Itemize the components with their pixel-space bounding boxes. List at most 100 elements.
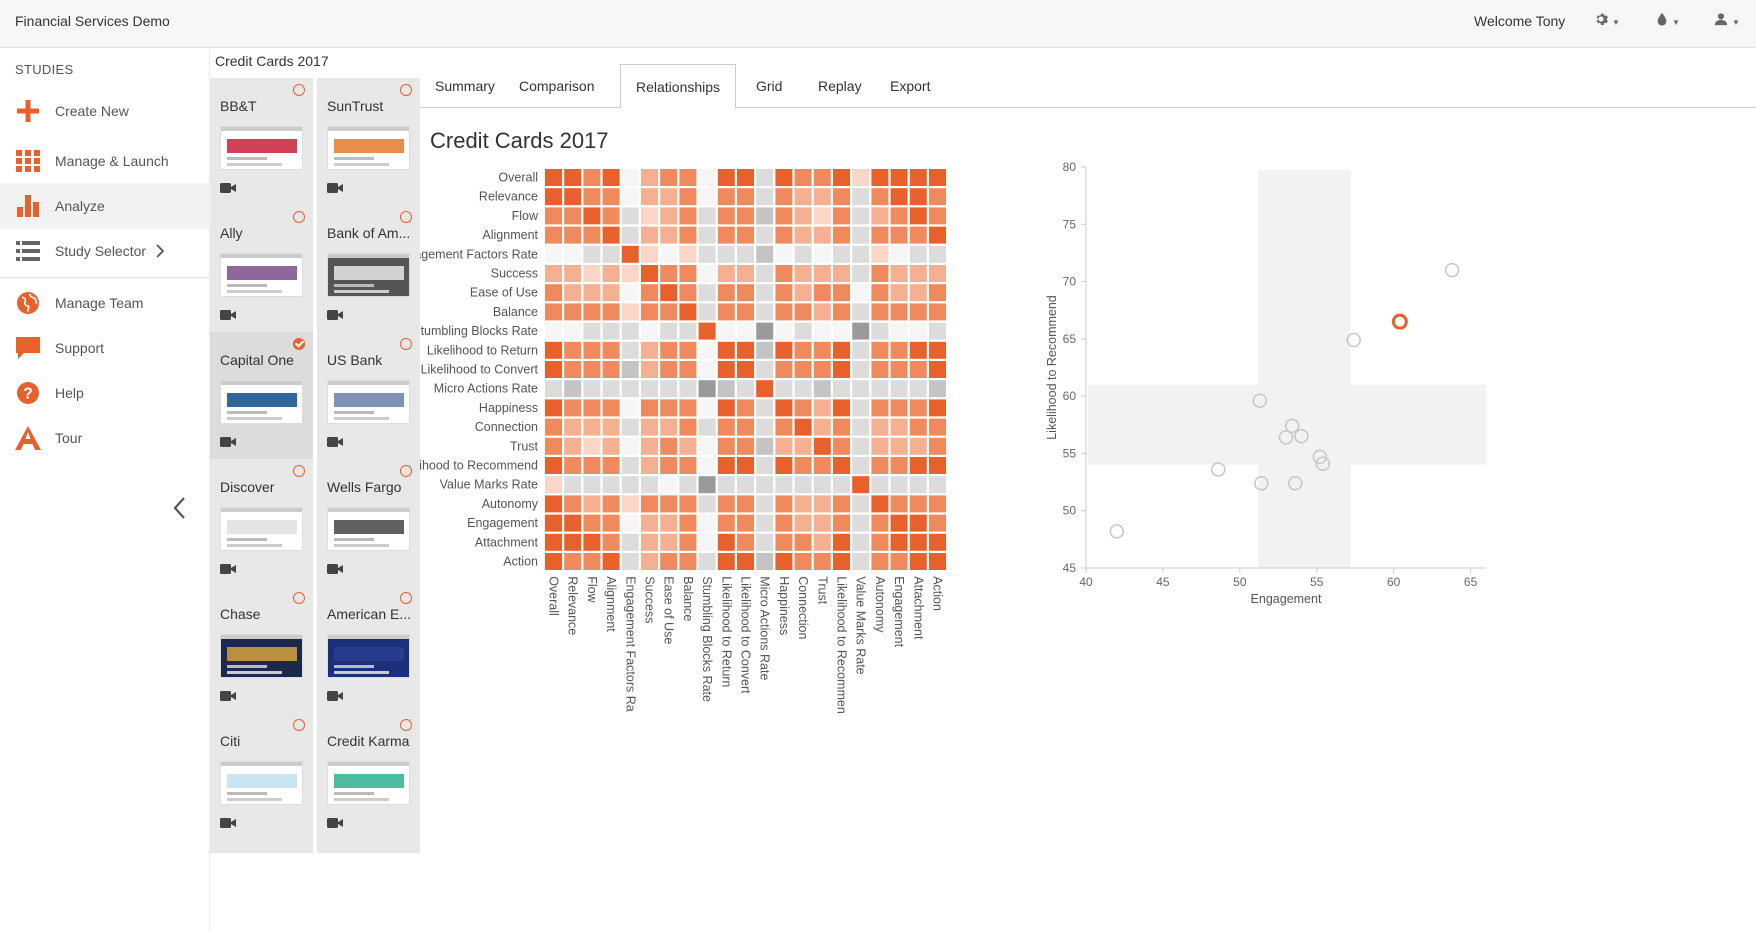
heatmap-cell[interactable] [833,169,850,186]
heatmap-cell[interactable] [545,514,562,532]
heatmap-cell[interactable] [583,380,601,398]
heatmap-cell[interactable] [852,284,870,302]
heatmap-cell[interactable] [871,457,889,474]
study-card[interactable]: Ally [210,205,313,345]
heatmap-cell[interactable] [813,226,831,244]
heatmap-cell[interactable] [852,437,870,455]
heatmap-cell[interactable] [717,245,735,263]
heatmap-cell[interactable] [871,284,889,302]
heatmap-cell[interactable] [929,303,946,321]
heatmap-cell[interactable] [775,322,793,340]
tab-export[interactable]: Export [890,78,931,94]
heatmap-cell[interactable] [929,399,946,417]
heatmap-cell[interactable] [813,437,831,455]
heatmap-cell[interactable] [564,341,582,359]
heatmap-cell[interactable] [833,476,850,494]
heatmap-cell[interactable] [890,245,908,263]
heatmap-cell[interactable] [813,418,831,436]
heatmap-cell[interactable] [545,361,562,378]
heatmap-cell[interactable] [909,476,927,494]
scatter-point[interactable] [1346,332,1361,348]
heatmap-cell[interactable] [602,533,620,551]
heatmap-cell[interactable] [641,303,658,321]
sidebar-item-study-selector[interactable]: Study Selector [0,228,210,274]
heatmap-cell[interactable] [660,437,678,455]
heatmap-cell[interactable] [929,207,946,225]
scatter-point[interactable] [1211,462,1226,477]
heatmap-cell[interactable] [890,476,908,494]
heatmap-cell[interactable] [833,226,850,244]
heatmap-cell[interactable] [583,361,601,378]
heatmap-cell[interactable] [602,341,620,359]
heatmap-cell[interactable] [871,418,889,436]
heatmap-cell[interactable] [775,514,793,532]
heatmap-cell[interactable] [583,284,601,302]
heatmap-cell[interactable] [813,265,831,282]
heatmap-cell[interactable] [737,341,754,359]
heatmap-cell[interactable] [909,265,927,282]
heatmap-cell[interactable] [602,245,620,263]
heatmap-cell[interactable] [641,341,658,359]
heatmap-cell[interactable] [564,207,582,225]
heatmap-cell[interactable] [794,399,812,417]
heatmap-cell[interactable] [833,457,850,474]
heatmap-cell[interactable] [621,533,639,551]
heatmap-cell[interactable] [564,418,582,436]
select-radio[interactable] [400,592,412,604]
heatmap-cell[interactable] [679,476,697,494]
heatmap-cell[interactable] [909,188,927,206]
heatmap-cell[interactable] [564,533,582,551]
heatmap-cell[interactable] [929,457,946,474]
heatmap-cell[interactable] [545,265,562,282]
heatmap-cell[interactable] [621,322,639,340]
heatmap-cell[interactable] [890,399,908,417]
heatmap-cell[interactable] [583,303,601,321]
heatmap-cell[interactable] [564,476,582,494]
heatmap-cell[interactable] [833,188,850,206]
heatmap-cell[interactable] [583,495,601,513]
heatmap-cell[interactable] [679,322,697,340]
heatmap-cell[interactable] [890,457,908,474]
heatmap-cell[interactable] [871,437,889,455]
heatmap-cell[interactable] [852,265,870,282]
heatmap-cell[interactable] [564,284,582,302]
heatmap-cell[interactable] [852,514,870,532]
heatmap-cell[interactable] [852,457,870,474]
heatmap-cell[interactable] [621,341,639,359]
heatmap-cell[interactable] [929,553,946,570]
heatmap-cell[interactable] [641,380,658,398]
heatmap-cell[interactable] [775,361,793,378]
heatmap-cell[interactable] [909,226,927,244]
heatmap-cell[interactable] [833,284,850,302]
heatmap-cell[interactable] [698,169,716,186]
heatmap-cell[interactable] [775,399,793,417]
heatmap-cell[interactable] [890,495,908,513]
scatter-point[interactable] [1315,456,1331,471]
heatmap-cell[interactable] [545,245,562,263]
heatmap-cell[interactable] [775,226,793,244]
select-radio[interactable] [400,465,412,477]
heatmap-cell[interactable] [890,188,908,206]
heatmap-cell[interactable] [929,265,946,282]
heatmap-cell[interactable] [737,322,754,340]
heatmap-cell[interactable] [717,476,735,494]
heatmap-cell[interactable] [871,322,889,340]
heatmap-cell[interactable] [717,284,735,302]
heatmap-cell[interactable] [641,437,658,455]
select-radio[interactable] [400,719,412,731]
heatmap-cell[interactable] [737,514,754,532]
heatmap-cell[interactable] [698,533,716,551]
study-card[interactable]: American E... [317,586,420,726]
heatmap-cell[interactable] [813,169,831,186]
heatmap-cell[interactable] [737,418,754,436]
tab-replay[interactable]: Replay [818,78,862,94]
heatmap-cell[interactable] [737,188,754,206]
heatmap-cell[interactable] [621,380,639,398]
heatmap-cell[interactable] [545,380,562,398]
video-camera-icon[interactable] [327,435,343,447]
heatmap-cell[interactable] [909,399,927,417]
sidebar-item-tour[interactable]: Tour [0,415,210,461]
heatmap-cell[interactable] [698,399,716,417]
heatmap-cell[interactable] [775,284,793,302]
heatmap-cell[interactable] [717,457,735,474]
